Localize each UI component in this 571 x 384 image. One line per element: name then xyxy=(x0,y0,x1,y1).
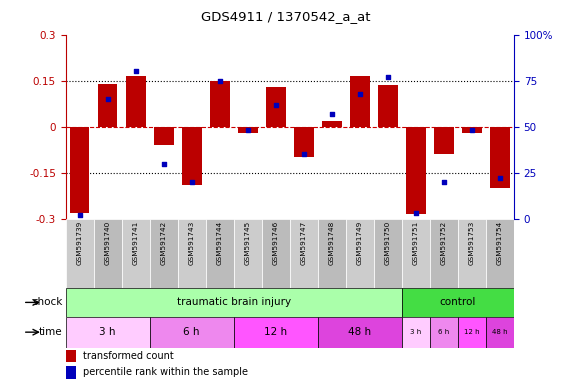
Bar xyxy=(98,84,118,127)
Point xyxy=(495,175,504,181)
Bar xyxy=(318,317,402,348)
Text: time: time xyxy=(39,327,63,337)
Bar xyxy=(210,81,230,127)
Bar xyxy=(66,219,94,288)
Bar xyxy=(346,219,374,288)
Point xyxy=(215,78,224,84)
Bar xyxy=(66,288,402,317)
Bar xyxy=(94,219,122,288)
Point xyxy=(243,127,252,134)
Text: 48 h: 48 h xyxy=(492,329,508,335)
Text: 48 h: 48 h xyxy=(348,327,371,337)
Text: 6 h: 6 h xyxy=(438,329,449,335)
Text: GSM591753: GSM591753 xyxy=(469,221,475,265)
Point xyxy=(159,161,168,167)
Bar xyxy=(322,121,341,127)
Text: 6 h: 6 h xyxy=(183,327,200,337)
Bar xyxy=(458,219,486,288)
Point xyxy=(187,179,196,185)
Bar xyxy=(66,350,75,362)
Text: GSM591746: GSM591746 xyxy=(273,221,279,265)
Bar xyxy=(182,127,202,185)
Bar xyxy=(402,288,514,317)
Bar xyxy=(490,127,510,188)
Bar xyxy=(462,127,482,133)
Bar xyxy=(66,366,75,379)
Bar xyxy=(234,317,318,348)
Bar xyxy=(402,219,430,288)
Text: GSM591744: GSM591744 xyxy=(217,221,223,265)
Bar xyxy=(150,317,234,348)
Bar xyxy=(262,219,289,288)
Text: GSM591743: GSM591743 xyxy=(189,221,195,265)
Point xyxy=(355,91,364,97)
Bar xyxy=(430,317,458,348)
Bar xyxy=(206,219,234,288)
Point xyxy=(131,68,140,74)
Point xyxy=(327,111,336,117)
Point xyxy=(75,212,85,218)
Point xyxy=(411,210,420,217)
Bar xyxy=(406,127,425,214)
Text: 3 h: 3 h xyxy=(410,329,421,335)
Point xyxy=(299,151,308,157)
Bar xyxy=(378,85,397,127)
Bar xyxy=(434,127,454,154)
Bar xyxy=(66,317,150,348)
Bar xyxy=(289,219,318,288)
Text: shock: shock xyxy=(33,297,63,308)
Point xyxy=(383,74,392,80)
Bar xyxy=(430,219,458,288)
Text: control: control xyxy=(440,297,476,308)
Point xyxy=(103,96,112,102)
Bar xyxy=(70,127,90,213)
Text: GSM591752: GSM591752 xyxy=(441,221,447,265)
Bar xyxy=(234,219,262,288)
Text: 12 h: 12 h xyxy=(264,327,287,337)
Text: GSM591741: GSM591741 xyxy=(132,221,139,265)
Point xyxy=(271,101,280,108)
Text: GDS4911 / 1370542_a_at: GDS4911 / 1370542_a_at xyxy=(201,10,370,23)
Text: GSM591747: GSM591747 xyxy=(301,221,307,265)
Text: 3 h: 3 h xyxy=(99,327,116,337)
Text: GSM591739: GSM591739 xyxy=(77,221,83,265)
Bar xyxy=(374,219,402,288)
Text: GSM591740: GSM591740 xyxy=(104,221,111,265)
Bar xyxy=(154,127,174,145)
Point xyxy=(467,127,476,134)
Bar xyxy=(178,219,206,288)
Bar xyxy=(122,219,150,288)
Text: transformed count: transformed count xyxy=(83,351,174,361)
Bar xyxy=(318,219,346,288)
Bar xyxy=(486,317,514,348)
Text: GSM591754: GSM591754 xyxy=(497,221,503,265)
Bar xyxy=(126,76,146,127)
Bar xyxy=(402,317,430,348)
Text: GSM591745: GSM591745 xyxy=(245,221,251,265)
Bar xyxy=(294,127,313,157)
Bar xyxy=(266,87,286,127)
Point xyxy=(439,179,448,185)
Text: GSM591749: GSM591749 xyxy=(357,221,363,265)
Text: 12 h: 12 h xyxy=(464,329,480,335)
Text: GSM591748: GSM591748 xyxy=(329,221,335,265)
Bar xyxy=(458,317,486,348)
Text: GSM591750: GSM591750 xyxy=(385,221,391,265)
Bar xyxy=(238,127,258,133)
Text: percentile rank within the sample: percentile rank within the sample xyxy=(83,367,248,377)
Bar xyxy=(486,219,514,288)
Text: GSM591742: GSM591742 xyxy=(160,221,167,265)
Bar xyxy=(150,219,178,288)
Bar xyxy=(350,76,369,127)
Text: GSM591751: GSM591751 xyxy=(413,221,419,265)
Text: traumatic brain injury: traumatic brain injury xyxy=(176,297,291,308)
